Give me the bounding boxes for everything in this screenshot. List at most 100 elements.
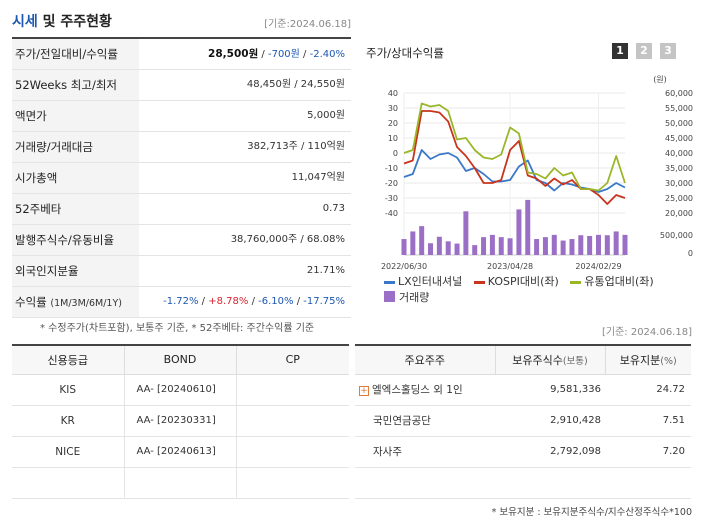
legend-swatch: [473, 280, 485, 284]
right-axis-tick-label: 60,000: [665, 89, 693, 98]
header-unit: (보통): [562, 355, 588, 367]
left-axis-tick-label: -30: [385, 194, 398, 203]
legend-item[interactable]: LX인터내셔널: [384, 274, 462, 290]
chart-title: 주가/상대수익률: [366, 46, 444, 60]
agency-cell: KIS: [12, 374, 124, 406]
volume-bar: [489, 234, 495, 255]
shares-cell: 2,910,428: [495, 405, 605, 437]
cp-rating-cell: [235, 436, 349, 468]
table-row: KR AA- [20230331]: [12, 405, 349, 437]
section-title: 시세 및 주주현황: [12, 11, 112, 31]
stake-cell: 7.20: [605, 436, 691, 468]
holder-name-cell: 국민연금공단: [355, 405, 495, 437]
volume-axis-tick-label: 0: [688, 249, 693, 258]
legend-item[interactable]: 유통업대비(좌): [570, 274, 654, 290]
shares-cell: [495, 467, 605, 499]
volume-bar: [481, 237, 487, 255]
volume-bar: [622, 234, 628, 255]
stake-cell: 24.72: [605, 374, 691, 406]
row-label: 52Weeks 최고/최저: [12, 70, 139, 100]
table-row: 자사주 2,792,098 7.20: [355, 436, 691, 468]
volume-bar: [463, 211, 469, 255]
reference-date: [기준:2024.06.18]: [264, 19, 351, 30]
section-title-main: 시세: [12, 14, 38, 30]
return-1y: -17.75%: [303, 296, 345, 307]
volume-bar: [525, 199, 531, 255]
x-axis-tick-label: 2024/02/29: [575, 262, 621, 271]
volume-bar: [534, 239, 540, 255]
chart-button-1[interactable]: 1: [612, 43, 628, 59]
row-label: 거래량/거래대금: [12, 132, 139, 162]
chart-lines: [403, 102, 626, 205]
left-axis-tick-label: -20: [385, 179, 398, 188]
table-row: + 엘엑스홀딩스 외 1인 9,581,336 24.72: [355, 374, 691, 406]
row-label-main: 수익률: [15, 295, 47, 309]
expand-plus-icon[interactable]: +: [359, 386, 369, 396]
right-axis-tick-label: 25,000: [665, 194, 693, 203]
table-row: 수익률 (1M/3M/6M/1Y) -1.72% / +8.78% / -6.1…: [12, 287, 351, 318]
shares-cell: 9,581,336: [495, 374, 605, 406]
table-row: [355, 467, 691, 499]
volume-bar: [436, 236, 442, 255]
column-header: 신용등급: [12, 345, 124, 375]
volume-bar: [613, 231, 619, 255]
row-label: 52주베타: [12, 194, 139, 224]
shareholders-table: 주요주주 보유주식수(보통) 보유지분(%) + 엘엑스홀딩스 외 1인 9,58…: [355, 344, 691, 499]
table-row: [12, 467, 349, 499]
holder-name-cell: + 엘엑스홀딩스 외 1인: [355, 374, 495, 406]
table-row: KIS AA- [20240610]: [12, 374, 349, 406]
change-value: -700원: [267, 49, 300, 60]
x-axis-tick-label: 2023/04/28: [487, 262, 533, 271]
bond-rating-cell: AA- [20240610]: [123, 374, 236, 406]
row-value: 48,450원 / 24,550원: [246, 79, 345, 90]
chart-tick-labels: 40 30 20 10 0 -10 -20 -30 -40 60,000 55,000 50,000 4…: [381, 75, 693, 271]
table-row: 발행주식수/유동비율 38,760,000주 / 68.08%: [12, 225, 351, 256]
right-axis-tick-label: 20,000: [665, 209, 693, 218]
table-row: 52Weeks 최고/최저 48,450원 / 24,550원: [12, 70, 351, 101]
legend-swatch: [384, 291, 395, 302]
holder-name-cell: [355, 467, 495, 499]
row-label: 액면가: [12, 101, 139, 131]
legend-item[interactable]: KOSPI대비(좌): [473, 274, 559, 290]
table-row: NICE AA- [20240613]: [12, 436, 349, 468]
table-row: 시가총액 11,047억원: [12, 163, 351, 194]
stock-table-note: * 수정주가(차트포함), 보통주 기준, * 52주베타: 주간수익률 기준: [40, 323, 315, 334]
right-axis-tick-label: 40,000: [665, 149, 693, 158]
credit-rating-table: 신용등급 BOND CP KIS AA- [20240610] KR AA- […: [12, 344, 349, 499]
x-axis-tick-label: 2022/06/30: [381, 262, 427, 271]
volume-bar: [401, 239, 407, 255]
row-label: 시가총액: [12, 163, 139, 193]
row-value: -1.72% / +8.78% / -6.10% / -17.75%: [163, 296, 345, 307]
left-axis-tick-label: 10: [388, 134, 398, 143]
volume-bar: [569, 239, 575, 255]
chart-button-3[interactable]: 3: [660, 43, 676, 59]
volume-axis-tick-label: 500,000: [660, 231, 693, 240]
header-text: 보유지분: [619, 353, 661, 367]
volume-bar: [560, 240, 566, 255]
column-header: 보유주식수(보통): [494, 345, 605, 375]
legend-label: 거래량: [399, 291, 430, 304]
volume-bar: [410, 231, 416, 255]
volume-bar: [419, 226, 425, 255]
section-title-rest: 및 주주현황: [37, 14, 112, 30]
table-row: 52주베타 0.73: [12, 194, 351, 225]
legend-label: 유통업대비(좌): [584, 275, 654, 288]
row-value: 38,760,000주 / 68.08%: [230, 234, 345, 245]
volume-bar: [472, 245, 478, 255]
column-header: BOND: [123, 345, 236, 375]
agency-cell: NICE: [12, 436, 124, 468]
legend-swatch: [570, 280, 582, 284]
row-label: 발행주식수/유동비율: [12, 225, 139, 255]
row-value: 21.71%: [306, 265, 345, 276]
cp-rating-cell: [235, 467, 349, 499]
volume-bar: [542, 237, 548, 255]
volume-bar: [516, 209, 522, 255]
table-header-row: 주요주주 보유주식수(보통) 보유지분(%): [355, 345, 691, 375]
legend-item[interactable]: 거래량: [384, 290, 429, 306]
row-label-sub: (1M/3M/6M/1Y): [50, 298, 122, 309]
left-axis-tick-label: 0: [393, 149, 398, 158]
volume-bar: [498, 237, 504, 255]
chart-button-2[interactable]: 2: [636, 43, 652, 59]
header-unit: (%): [660, 355, 677, 367]
shares-cell: 2,792,098: [495, 436, 605, 468]
